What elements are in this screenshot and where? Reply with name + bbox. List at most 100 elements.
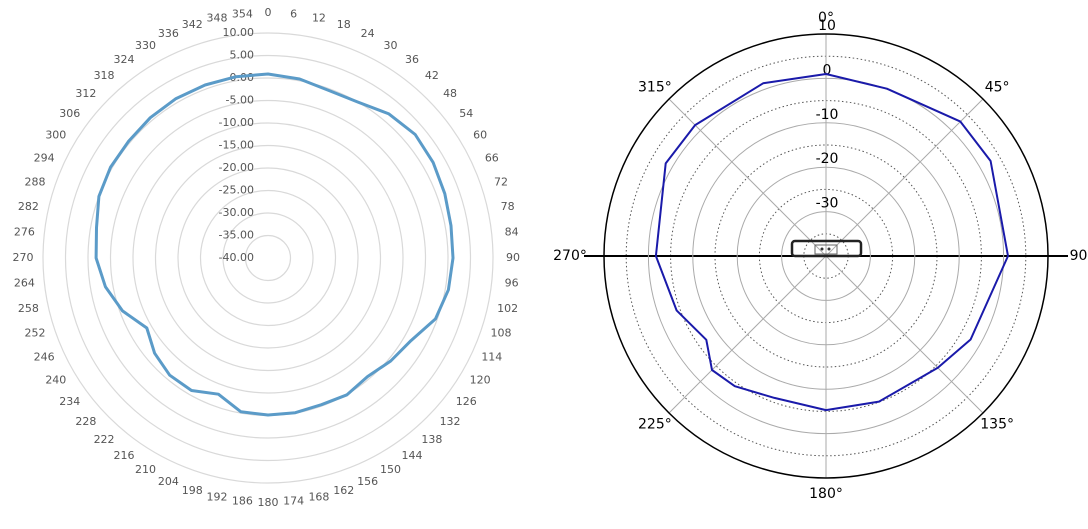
theta-tick-label: 246 (34, 351, 55, 364)
theta-tick-label: 324 (113, 53, 134, 66)
theta-tick-label: 108 (491, 327, 512, 340)
grid-ring (199, 189, 337, 327)
theta-tick-label: 30 (384, 39, 398, 52)
r-tick-label: -20 (816, 151, 839, 167)
theta-tick-label: 120 (470, 374, 491, 387)
device-port (814, 244, 838, 255)
theta-tick-label: 168 (308, 491, 329, 504)
grid-ring (781, 211, 871, 301)
left-polar-chart: 10.005.000.00-5.00-10.00-15.00-20.00-25.… (13, 6, 521, 509)
theta-tick-label: 66 (485, 151, 499, 164)
grid-ring (736, 166, 916, 346)
r-tick-label: -35.00 (219, 229, 254, 242)
device-icon (790, 239, 863, 258)
grid-ring (177, 167, 359, 349)
theta-tick-label: 72 (494, 175, 508, 188)
theta-tick-label: 162 (333, 484, 354, 497)
theta-tick-label: 258 (18, 302, 39, 315)
theta-tick-label: 156 (357, 475, 378, 488)
theta-tick-label: 318 (94, 69, 115, 82)
grid-spoke (668, 98, 827, 257)
grid-ring (244, 234, 292, 282)
theta-tick-label: 276 (14, 225, 35, 238)
r-tick-label: -10 (816, 107, 839, 123)
r-tick-label: 0 (823, 62, 832, 78)
theta-tick-label: 18 (337, 18, 351, 31)
theta-tick-label: 102 (497, 302, 518, 315)
theta-tick-label: 126 (456, 395, 477, 408)
theta-tick-label: 270° (553, 248, 587, 264)
theta-tick-label: 315° (638, 80, 672, 96)
r-tick-label: -25.00 (219, 184, 254, 197)
r-tick-label: 5.00 (230, 49, 255, 62)
theta-tick-label: 294 (34, 151, 55, 164)
data-line (654, 73, 1009, 412)
device-body (790, 239, 863, 258)
r-tick-label: -20.00 (219, 161, 254, 174)
theta-tick-label: 114 (481, 351, 502, 364)
r-tick-label: 10 (818, 18, 836, 34)
theta-tick-label: 90 (506, 251, 520, 264)
theta-tick-label: 234 (59, 395, 80, 408)
theta-tick-label: 0° (818, 10, 834, 26)
theta-tick-label: 204 (158, 475, 179, 488)
theta-tick-label: 24 (361, 27, 375, 40)
r-tick-label: -10.00 (219, 116, 254, 129)
theta-tick-label: 336 (158, 27, 179, 40)
theta-tick-label: 78 (501, 200, 515, 213)
theta-tick-label: 144 (402, 449, 423, 462)
theta-tick-label: 354 (232, 7, 253, 20)
theta-tick-label: 300 (45, 129, 66, 142)
theta-tick-label: 225° (638, 416, 672, 432)
r-tick-label: 10.00 (223, 26, 255, 39)
theta-tick-label: 192 (207, 491, 228, 504)
data-line (94, 72, 455, 417)
theta-tick-label: 222 (94, 433, 115, 446)
theta-tick-label: 216 (113, 449, 134, 462)
r-tick-label: -30 (816, 196, 839, 212)
grid-ring (87, 77, 449, 439)
theta-tick-label: 306 (59, 107, 80, 120)
device-dot (820, 247, 824, 251)
theta-tick-label: 132 (440, 415, 461, 428)
grid-ring (132, 122, 404, 394)
grid-spoke (825, 255, 984, 414)
theta-tick-label: 150 (380, 463, 401, 476)
theta-tick-label: 330 (135, 39, 156, 52)
theta-tick-label: 348 (207, 11, 228, 24)
theta-tick-label: 42 (425, 69, 439, 82)
theta-tick-label: 198 (182, 484, 203, 497)
r-tick-label: -5.00 (226, 94, 254, 107)
theta-tick-label: 135° (980, 416, 1014, 432)
theta-tick-label: 270 (13, 251, 34, 264)
theta-tick-label: 96 (505, 277, 519, 290)
theta-tick-label: 180° (809, 486, 843, 502)
theta-tick-label: 264 (14, 277, 35, 290)
theta-tick-label: 84 (505, 225, 519, 238)
theta-tick-label: 228 (75, 415, 96, 428)
theta-tick-label: 6 (290, 7, 297, 20)
grid-spoke (668, 255, 827, 414)
device-dot (827, 247, 831, 251)
theta-tick-label: 36 (405, 53, 419, 66)
grid-ring (647, 77, 1005, 435)
theta-tick-label: 240 (45, 374, 66, 387)
grid-ring (692, 122, 960, 390)
theta-tick-label: 54 (459, 107, 473, 120)
grid-spoke (825, 98, 984, 257)
grid-ring (154, 144, 382, 372)
theta-tick-label: 342 (182, 18, 203, 31)
theta-tick-label: 60 (473, 129, 487, 142)
theta-tick-label: 45° (985, 80, 1010, 96)
grid-ring (222, 212, 314, 304)
r-tick-label: -15.00 (219, 139, 254, 152)
theta-tick-label: 210 (135, 463, 156, 476)
theta-tick-label: 186 (232, 495, 253, 508)
grid-ring (64, 54, 472, 462)
theta-tick-label: 288 (24, 175, 45, 188)
r-tick-label: -30.00 (219, 206, 254, 219)
theta-tick-label: 312 (75, 87, 96, 100)
theta-tick-label: 0 (265, 6, 272, 19)
theta-tick-label: 174 (283, 495, 304, 508)
theta-tick-label: 138 (421, 433, 442, 446)
